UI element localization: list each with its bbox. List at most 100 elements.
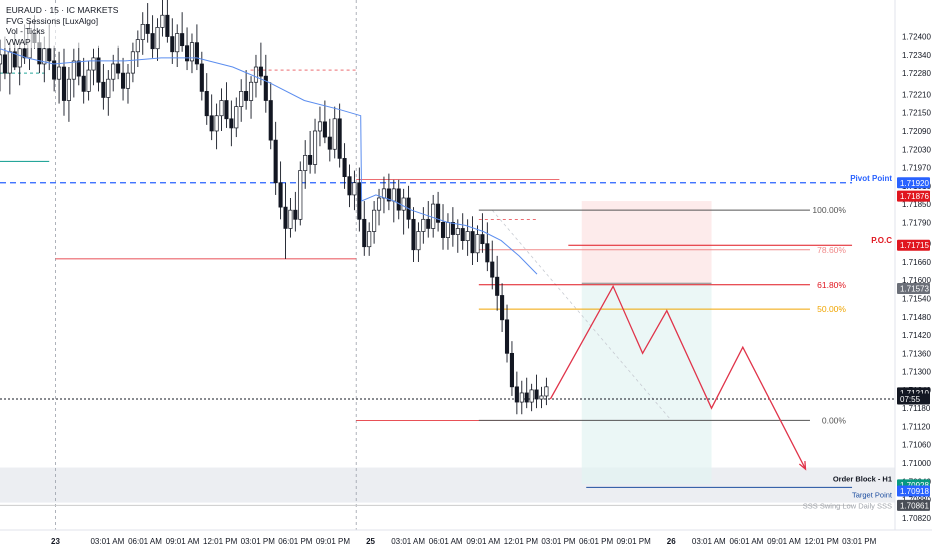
candle[interactable] — [357, 182, 362, 220]
candle[interactable] — [155, 27, 160, 50]
candle[interactable] — [416, 231, 421, 251]
candle[interactable] — [303, 154, 308, 171]
candle[interactable] — [283, 206, 288, 229]
candle[interactable] — [135, 39, 140, 53]
candle[interactable] — [460, 228, 465, 241]
candle[interactable] — [544, 386, 549, 397]
stop-zone-box[interactable] — [581, 201, 712, 284]
candle[interactable] — [475, 234, 480, 254]
candle[interactable] — [219, 100, 224, 117]
candle[interactable] — [455, 228, 460, 235]
candle[interactable] — [239, 91, 244, 107]
candle[interactable] — [534, 389, 539, 400]
candle[interactable] — [189, 42, 195, 62]
candle[interactable] — [209, 115, 214, 132]
candle[interactable] — [244, 91, 249, 101]
candle[interactable] — [2, 54, 7, 74]
candle[interactable] — [440, 222, 446, 238]
candle[interactable] — [185, 45, 190, 62]
candle[interactable] — [253, 66, 259, 83]
candle[interactable] — [293, 209, 298, 220]
candle[interactable] — [490, 261, 495, 278]
candle[interactable] — [312, 130, 318, 165]
candle[interactable] — [106, 78, 111, 98]
candle[interactable] — [42, 48, 47, 65]
candle[interactable] — [362, 218, 367, 248]
candle[interactable] — [376, 197, 382, 211]
candle[interactable] — [509, 352, 514, 388]
indicator-fvg[interactable]: FVG Sessions [LuxAlgo] — [6, 15, 99, 26]
candle[interactable] — [263, 75, 268, 101]
candle[interactable] — [22, 48, 27, 59]
candle[interactable] — [396, 188, 401, 211]
candle[interactable] — [504, 319, 510, 354]
candle[interactable] — [214, 115, 219, 132]
symbol-title[interactable]: EURAUD · 15 · IC MARKETS — [6, 5, 119, 15]
candle[interactable] — [465, 231, 470, 241]
candle[interactable] — [76, 60, 81, 77]
candle[interactable] — [529, 389, 534, 403]
candle[interactable] — [12, 51, 17, 68]
candle[interactable] — [116, 63, 121, 74]
candle[interactable] — [71, 60, 76, 80]
candle[interactable] — [436, 203, 441, 223]
candle[interactable] — [130, 51, 135, 74]
candle[interactable] — [317, 121, 323, 132]
time-axis[interactable] — [0, 530, 932, 550]
candle[interactable] — [224, 100, 229, 120]
candle[interactable] — [121, 72, 126, 89]
candle[interactable] — [258, 66, 263, 77]
candle[interactable] — [308, 154, 313, 165]
candle[interactable] — [91, 57, 96, 71]
candle[interactable] — [81, 75, 86, 92]
candle[interactable] — [327, 136, 332, 150]
candle[interactable] — [273, 139, 278, 184]
candle[interactable] — [111, 63, 116, 80]
candle[interactable] — [165, 14, 170, 37]
candle[interactable] — [199, 63, 204, 92]
candle[interactable] — [421, 218, 426, 232]
candle[interactable] — [101, 81, 106, 98]
candle[interactable] — [175, 33, 180, 53]
candle[interactable] — [160, 14, 165, 28]
candle[interactable] — [57, 66, 62, 80]
candle[interactable] — [337, 118, 342, 159]
candle[interactable] — [495, 276, 500, 296]
candle[interactable] — [431, 203, 436, 229]
candle[interactable] — [288, 209, 293, 229]
candle[interactable] — [367, 231, 372, 248]
candle[interactable] — [524, 392, 529, 403]
indicator-vwap[interactable]: VWAP — [6, 36, 31, 47]
candle[interactable] — [180, 33, 185, 47]
candle[interactable] — [125, 72, 131, 89]
candle[interactable] — [480, 234, 485, 245]
candle[interactable] — [450, 222, 455, 235]
candle[interactable] — [0, 54, 3, 65]
indicator-volume[interactable]: Vol - Ticks — [6, 26, 45, 36]
candle[interactable] — [17, 48, 22, 68]
candle[interactable] — [470, 231, 475, 254]
candle[interactable] — [445, 222, 450, 238]
candle[interactable] — [234, 106, 239, 129]
candle[interactable] — [145, 24, 150, 34]
candle[interactable] — [52, 60, 57, 80]
candle[interactable] — [426, 218, 431, 229]
candle[interactable] — [194, 42, 199, 65]
candle[interactable] — [485, 243, 490, 263]
target-zone-box[interactable] — [581, 283, 712, 485]
candle[interactable] — [268, 100, 273, 141]
candle[interactable] — [391, 188, 396, 202]
candle[interactable] — [66, 78, 71, 101]
candle[interactable] — [86, 69, 91, 92]
candle[interactable] — [519, 392, 524, 403]
candle[interactable] — [401, 197, 406, 211]
candle[interactable] — [539, 395, 544, 400]
candle[interactable] — [332, 118, 337, 150]
candle[interactable] — [150, 33, 155, 50]
candle[interactable] — [204, 91, 209, 117]
candle[interactable] — [7, 51, 12, 74]
candle[interactable] — [96, 57, 101, 83]
candle[interactable] — [381, 188, 387, 199]
